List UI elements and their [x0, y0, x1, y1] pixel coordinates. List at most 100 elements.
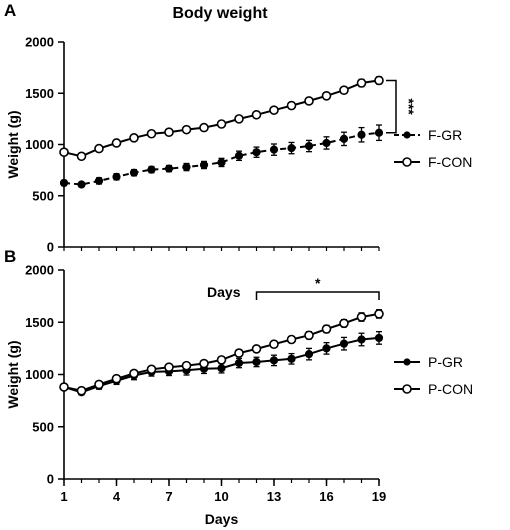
- data-point-f-con: [251, 109, 262, 120]
- panel-b-y-tick-label: 1000: [25, 367, 54, 382]
- panel-a-plot: 0 500 1000 1500 2000 Weight (g) ***: [5, 35, 417, 255]
- data-point-f-con: [304, 96, 314, 106]
- data-point-f-con: [94, 143, 104, 154]
- data-point-f-gr: [252, 148, 261, 157]
- data-point-p-con: [321, 324, 332, 334]
- panel-b-x-axis-title: Days: [205, 511, 239, 527]
- data-point-f-gr: [59, 178, 69, 188]
- data-point-p-con: [181, 360, 192, 371]
- data-point-f-con: [286, 100, 297, 111]
- data-point-f-con: [76, 151, 87, 162]
- panel-b-x-tick-label: 10: [214, 489, 228, 504]
- panel-b-legend: P-GR P-CON: [394, 354, 473, 397]
- legend-label-f-con: F-CON: [428, 154, 472, 170]
- data-point-p-con: [199, 358, 209, 369]
- data-point-f-con: [356, 78, 367, 88]
- data-point-p-gr: [357, 335, 366, 344]
- panel-b-letter: B: [4, 247, 16, 266]
- significance-days-label: Days: [207, 284, 241, 300]
- data-point-f-gr: [234, 151, 244, 160]
- panel-b-x-tick-label: 1: [60, 489, 67, 504]
- data-point-f-gr: [147, 165, 156, 174]
- data-point-f-con: [321, 91, 332, 101]
- data-point-f-gr: [199, 160, 209, 170]
- panel-b-x-tick-label: 4: [113, 489, 121, 504]
- data-point-f-gr: [217, 158, 226, 167]
- panel-b-x-tick-label: 16: [319, 489, 333, 504]
- legend-marker-f-con: [402, 157, 412, 167]
- data-point-p-con: [94, 379, 104, 390]
- data-point-p-gr: [269, 356, 279, 365]
- data-point-f-gr: [182, 162, 191, 172]
- data-point-p-gr: [287, 354, 296, 363]
- data-point-p-con: [111, 373, 122, 384]
- data-point-f-con: [111, 138, 122, 148]
- data-point-f-gr: [129, 168, 139, 177]
- data-point-p-gr: [234, 358, 244, 368]
- data-point-f-gr: [374, 128, 384, 137]
- panel-b-x-tick-label: 7: [165, 489, 172, 504]
- data-point-p-con: [286, 334, 297, 345]
- panel-a-y-tick-label: 1500: [25, 86, 54, 101]
- data-point-f-gr: [269, 145, 279, 154]
- data-point-f-gr: [112, 172, 121, 181]
- data-point-f-con: [234, 114, 244, 124]
- panel-a-y-tick-label: 1000: [25, 137, 54, 152]
- data-point-p-con: [269, 339, 279, 349]
- legend-label-p-gr: P-GR: [428, 354, 463, 370]
- chart-title: Body weight: [172, 5, 268, 22]
- data-point-p-con: [59, 382, 69, 392]
- data-point-p-gr: [304, 350, 314, 359]
- data-point-f-con: [129, 133, 139, 143]
- series-line-p-con: [63, 312, 380, 392]
- data-point-p-gr: [252, 357, 261, 367]
- panel-b-plot: 0 500 1000 1500 2000 1 4 7 10 13 16 19 Weight (g) Day…: [5, 263, 386, 528]
- data-point-p-con: [146, 364, 157, 375]
- legend-marker-p-gr: [403, 358, 411, 366]
- panel-a-legend: F-GR F-CON: [394, 127, 472, 170]
- data-point-f-gr: [357, 130, 366, 139]
- legend-marker-p-con: [402, 384, 412, 394]
- data-point-f-con: [374, 75, 384, 86]
- data-point-p-con: [251, 344, 262, 354]
- data-point-p-con: [164, 362, 174, 372]
- data-point-p-con: [234, 348, 244, 358]
- significance-star: *: [315, 275, 321, 291]
- panel-a-y-tick-label: 500: [32, 188, 54, 203]
- data-point-p-con: [216, 355, 227, 365]
- data-point-f-gr: [339, 134, 349, 143]
- data-point-p-con: [129, 368, 139, 379]
- data-point-p-gr: [339, 339, 349, 348]
- panel-a-y-tick-label: 0: [47, 240, 54, 255]
- data-point-f-con: [339, 85, 349, 95]
- data-point-f-con: [181, 124, 192, 135]
- series-line-f-con: [63, 79, 380, 158]
- data-point-p-con: [339, 318, 349, 329]
- panel-b-y-tick-label: 1500: [25, 315, 54, 330]
- panel-a-y-tick-label: 2000: [25, 35, 54, 50]
- data-point-f-con: [269, 105, 279, 115]
- data-point-p-con: [374, 309, 384, 319]
- panel-b-y-tick-label: 0: [47, 472, 54, 487]
- data-point-f-con: [146, 128, 157, 139]
- panel-b-x-tick-label: 19: [372, 489, 386, 504]
- legend-marker-f-gr: [403, 131, 411, 139]
- panel-b-y-axis-title: Weight (g): [5, 340, 21, 408]
- significance-bracket: [386, 79, 397, 134]
- data-point-f-con: [59, 147, 69, 157]
- significance-bracket: [255, 291, 380, 300]
- data-point-f-gr: [94, 176, 104, 185]
- data-point-p-gr: [217, 364, 226, 373]
- data-point-p-gr: [322, 344, 331, 353]
- significance-stars: ***: [401, 98, 417, 115]
- panel-b-x-tick-label: 13: [267, 489, 281, 504]
- data-point-f-con: [199, 122, 209, 133]
- legend-label-p-con: P-CON: [428, 381, 473, 397]
- panel-b-y-tick-label: 500: [32, 419, 54, 434]
- data-point-f-gr: [77, 180, 86, 189]
- panel-a-letter: A: [4, 1, 16, 20]
- data-point-f-gr: [287, 143, 296, 153]
- data-point-f-gr: [164, 164, 174, 173]
- panel-b-y-tick-label: 2000: [25, 263, 54, 278]
- data-point-p-gr: [374, 333, 384, 343]
